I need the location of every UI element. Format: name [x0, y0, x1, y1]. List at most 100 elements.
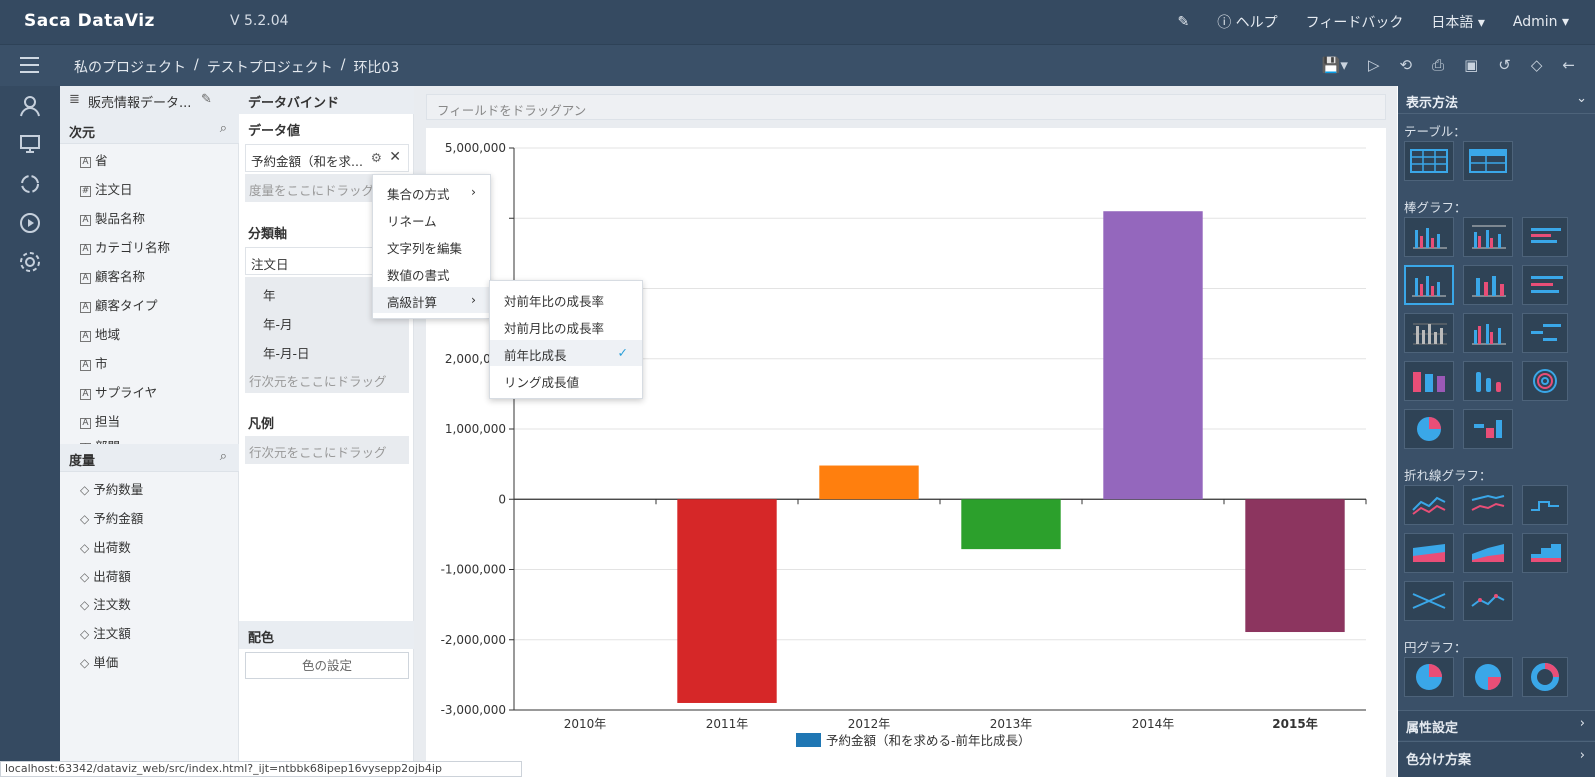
- dimension-item[interactable]: A 担当: [80, 411, 120, 430]
- field-drag-bar[interactable]: フィールドをドラッグアン: [426, 94, 1386, 120]
- search-icon[interactable]: ⌕: [219, 449, 227, 464]
- app-logo[interactable]: Saca DataViz: [24, 11, 155, 31]
- axis-option-year-month[interactable]: 年-月: [263, 317, 293, 332]
- play-icon[interactable]: ▷: [1367, 56, 1380, 74]
- menu-item-number-format[interactable]: 数値の書式: [387, 268, 450, 283]
- measure-item[interactable]: ◇ 出荷数: [80, 537, 131, 556]
- measure-label: 注文額: [93, 626, 131, 641]
- menu-item-aggregation[interactable]: 集合の方式 ›: [373, 179, 490, 205]
- text-field-icon: A: [80, 389, 91, 400]
- dimension-item[interactable]: A 顧客タイプ: [80, 295, 158, 314]
- menu-item-edit-string[interactable]: 文字列を編集: [387, 241, 463, 256]
- multi-bar-thumb[interactable]: [1463, 313, 1513, 353]
- undo-icon[interactable]: ↺: [1498, 56, 1511, 74]
- gear-icon[interactable]: ⚙: [370, 150, 382, 165]
- dimension-item[interactable]: # 注文日: [80, 179, 133, 198]
- pivot-table-thumb[interactable]: [1463, 141, 1513, 181]
- play-circle-icon[interactable]: [18, 211, 42, 235]
- area-chart-thumb[interactable]: [1404, 533, 1454, 573]
- chevron-down-icon[interactable]: ⌄: [1576, 91, 1587, 106]
- legend-dropzone[interactable]: 行次元をここにドラッグ: [245, 436, 409, 464]
- dimension-item[interactable]: A 地域: [80, 324, 120, 343]
- y-tick-label: 1,000,000: [445, 422, 506, 436]
- breadcrumb-separator: /: [194, 57, 199, 73]
- measure-item[interactable]: ◇ 単価: [80, 652, 118, 671]
- measure-item[interactable]: ◇ 出荷額: [80, 566, 131, 585]
- context-menu: 集合の方式 › リネーム 文字列を編集 数値の書式 高級計算 ›: [372, 174, 491, 319]
- bar-chart-thumb[interactable]: [1404, 217, 1454, 257]
- horizontal-bar-thumb[interactable]: [1522, 217, 1568, 257]
- tag-icon[interactable]: ◇: [1530, 56, 1543, 74]
- polar-bar-thumb[interactable]: [1404, 409, 1454, 449]
- dimension-item[interactable]: A カテゴリ名称: [80, 237, 170, 256]
- search-icon[interactable]: ⌕: [219, 121, 227, 136]
- back-arrow-icon[interactable]: ←: [1562, 56, 1575, 74]
- step-line-thumb[interactable]: [1522, 485, 1568, 525]
- submenu-yoy-growth-rate[interactable]: 対前年比の成長率: [504, 294, 605, 309]
- rose-pie-thumb[interactable]: [1463, 657, 1513, 697]
- gray-bar-thumb[interactable]: [1404, 313, 1454, 353]
- measure-item[interactable]: ◇ 注文数: [80, 594, 131, 613]
- grouped-bar-thumb[interactable]: [1463, 217, 1513, 257]
- radial-bar-thumb[interactable]: [1522, 361, 1568, 401]
- edit-icon[interactable]: ✎: [1177, 14, 1190, 30]
- axis-option-year-month-day[interactable]: 年-月-日: [263, 346, 310, 361]
- waterfall-bar-thumb[interactable]: [1463, 409, 1513, 449]
- menu-item-rename[interactable]: リネーム: [387, 214, 437, 229]
- save-icon[interactable]: 💾▾: [1321, 56, 1348, 74]
- menu-icon[interactable]: [20, 57, 39, 73]
- axis-option-year[interactable]: 年: [263, 288, 276, 303]
- property-settings-section[interactable]: 属性設定 ›: [1398, 710, 1595, 740]
- measure-item[interactable]: ◇ 予約金額: [80, 508, 143, 527]
- dimension-dropzone[interactable]: 行次元をここにドラッグ: [249, 374, 387, 389]
- menu-item-advanced-calc[interactable]: 高級計算 ›: [373, 287, 490, 313]
- color-scheme-section[interactable]: 色分け方案 ›: [1398, 741, 1595, 777]
- help-link[interactable]: ⓘ ヘルプ: [1217, 12, 1277, 32]
- horizontal-stacked-thumb[interactable]: [1522, 265, 1568, 305]
- measure-item[interactable]: ◇ 予約数量: [80, 479, 143, 498]
- dimension-item[interactable]: A 製品名称: [80, 208, 145, 227]
- crossing-line-thumb[interactable]: [1404, 581, 1454, 621]
- submenu-ring-growth[interactable]: リング成長値: [504, 375, 580, 390]
- table-chart-thumb[interactable]: [1404, 141, 1454, 181]
- language-dropdown[interactable]: 日本語 ▾: [1431, 12, 1484, 32]
- user-dropdown[interactable]: Admin ▾: [1513, 14, 1569, 30]
- image-icon[interactable]: ▣: [1464, 56, 1479, 74]
- measure-item[interactable]: ◇ 注文額: [80, 623, 131, 642]
- chevron-right-icon: ›: [471, 184, 476, 199]
- user-icon[interactable]: [18, 94, 42, 118]
- close-icon[interactable]: ✕: [389, 149, 401, 165]
- print-icon[interactable]: ⎙: [1432, 56, 1445, 74]
- dimension-label: 注文日: [95, 182, 133, 197]
- dimension-item[interactable]: A サプライヤ: [80, 382, 157, 401]
- diverging-bar-thumb[interactable]: [1522, 313, 1568, 353]
- settings-icon[interactable]: [18, 250, 42, 274]
- monitor-icon[interactable]: [18, 132, 42, 156]
- step-area-thumb[interactable]: [1522, 533, 1568, 573]
- feedback-link[interactable]: フィードバック: [1305, 15, 1404, 31]
- edit-dataset-icon[interactable]: ✎: [201, 92, 212, 107]
- stacked-bar-thumb[interactable]: [1463, 265, 1513, 305]
- refresh-icon[interactable]: [18, 172, 42, 196]
- stacked-area-thumb[interactable]: [1463, 533, 1513, 573]
- rounded-bar-thumb[interactable]: [1463, 361, 1513, 401]
- history-icon[interactable]: ⟲: [1399, 56, 1413, 74]
- multi-line-thumb[interactable]: [1463, 485, 1513, 525]
- dimension-item[interactable]: A 部門: [80, 436, 120, 444]
- submenu-yoy-growth[interactable]: 前年比成長 ✓: [490, 340, 642, 366]
- breadcrumb-my-projects[interactable]: 私のプロジェクト: [74, 60, 186, 76]
- line-chart-thumb[interactable]: [1404, 485, 1454, 525]
- dot-line-thumb[interactable]: [1463, 581, 1513, 621]
- color-settings-button[interactable]: 色の設定: [245, 652, 409, 679]
- dimension-item[interactable]: A 顧客名称: [80, 266, 145, 285]
- bar-chart-selected-thumb[interactable]: [1404, 265, 1454, 305]
- value-chip[interactable]: 予約金額（和を求... ⚙ ✕: [245, 144, 409, 172]
- donut-chart-thumb[interactable]: [1522, 657, 1568, 697]
- pie-chart-thumb[interactable]: [1404, 657, 1454, 697]
- y-tick-label: 0: [498, 492, 506, 506]
- breadcrumb-test-project[interactable]: テストプロジェクト: [206, 60, 333, 76]
- submenu-mom-growth-rate[interactable]: 対前月比の成長率: [504, 321, 605, 336]
- 3d-bar-thumb[interactable]: [1404, 361, 1454, 401]
